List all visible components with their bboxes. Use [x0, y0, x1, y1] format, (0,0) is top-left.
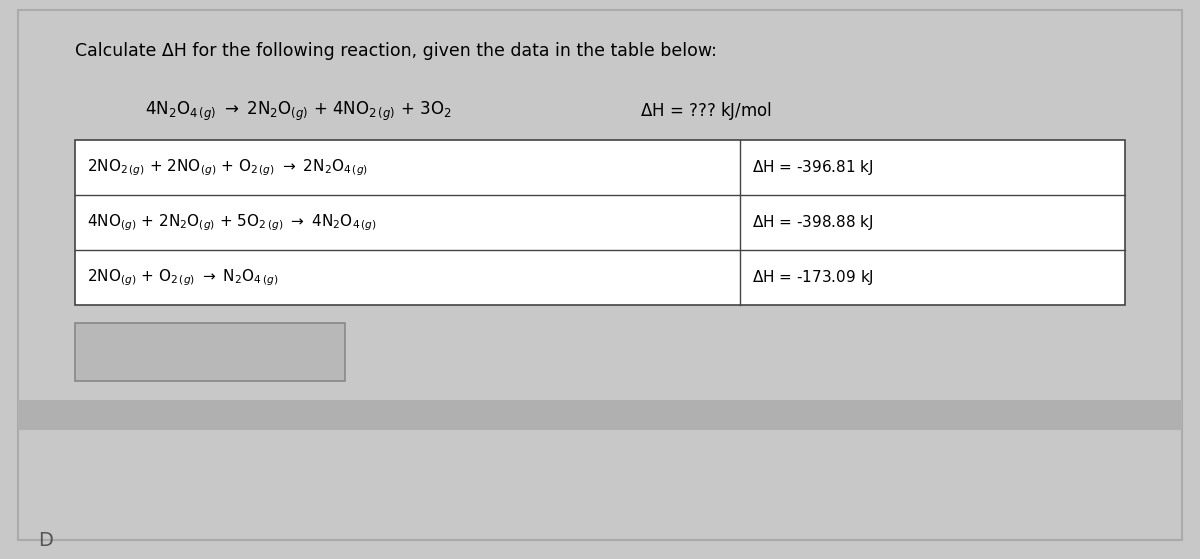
Text: $\Delta$H = ??? kJ/mol: $\Delta$H = ??? kJ/mol — [640, 100, 772, 122]
Text: Calculate ΔH for the following reaction, given the data in the table below:: Calculate ΔH for the following reaction,… — [74, 42, 716, 60]
Text: $\Delta$H = -396.81 kJ: $\Delta$H = -396.81 kJ — [752, 158, 874, 177]
Text: 4NO$_{(g)}$ + 2N$_2$O$_{(g)}$ + 5O$_{2\,(g)}$ $\rightarrow$ 4N$_2$O$_{4\,(g)}$: 4NO$_{(g)}$ + 2N$_2$O$_{(g)}$ + 5O$_{2\,… — [88, 212, 377, 233]
Text: 2NO$_{(g)}$ + O$_{2\,(g)}$ $\rightarrow$ N$_2$O$_{4\,(g)}$: 2NO$_{(g)}$ + O$_{2\,(g)}$ $\rightarrow$… — [88, 267, 278, 288]
Text: $\Delta$H = -173.09 kJ: $\Delta$H = -173.09 kJ — [752, 268, 874, 287]
Text: D: D — [38, 530, 53, 549]
Text: 2NO$_{2\,(g)}$ + 2NO$_{(g)}$ + O$_{2\,(g)}$ $\rightarrow$ 2N$_2$O$_{4\,(g)}$: 2NO$_{2\,(g)}$ + 2NO$_{(g)}$ + O$_{2\,(g… — [88, 157, 368, 178]
Bar — [18, 400, 1182, 430]
Bar — [74, 140, 1126, 305]
Text: $\Delta$H = -398.88 kJ: $\Delta$H = -398.88 kJ — [752, 213, 874, 232]
Bar — [74, 323, 346, 381]
Text: 4N$_2$O$_{4\,(g)}$ $\rightarrow$ 2N$_2$O$_{(g)}$ + 4NO$_{2\,(g)}$ + 3O$_2$: 4N$_2$O$_{4\,(g)}$ $\rightarrow$ 2N$_2$O… — [145, 100, 451, 123]
